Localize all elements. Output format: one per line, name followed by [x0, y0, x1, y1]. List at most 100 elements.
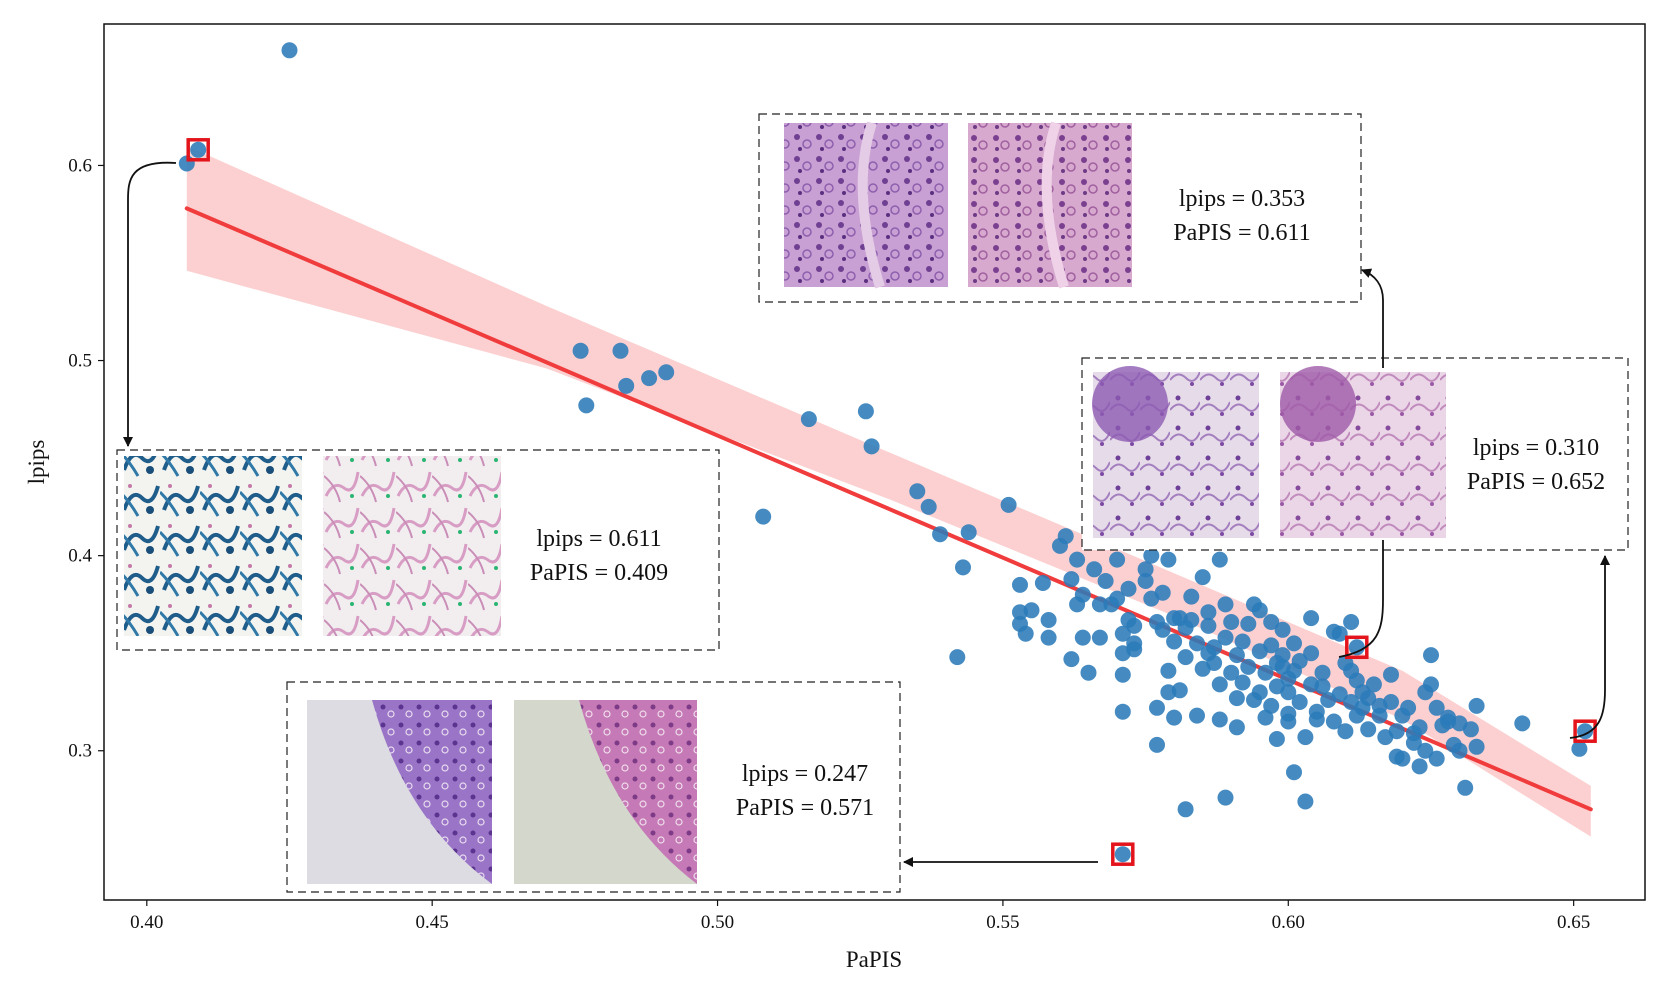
scatter-point — [1017, 625, 1034, 642]
annotation-d-papis-text: PaPIS = 0.571 — [736, 795, 874, 821]
scatter-point — [1126, 617, 1143, 634]
scatter-point — [1234, 674, 1251, 691]
scatter-point — [1451, 742, 1468, 759]
scatter-point — [1000, 496, 1017, 513]
axes: 0.40 0.45 0.50 0.55 0.60 0.65 0.3 0.4 0.5 0.6 — [68, 155, 1590, 933]
scatter-point — [1200, 604, 1217, 621]
arrow-to-annotation-b — [1361, 268, 1384, 368]
scatter-point — [1428, 750, 1445, 767]
scatter-point — [1331, 686, 1348, 703]
scatter-point — [1086, 561, 1103, 578]
highlighted-point-marker — [186, 138, 210, 162]
scatter-point — [1154, 621, 1171, 638]
arrow-to-annotation-a — [123, 161, 177, 447]
scatter-point — [1166, 633, 1183, 650]
scatter-point — [1383, 666, 1399, 683]
scatter-point — [1314, 664, 1331, 681]
y-tick-label: 0.6 — [68, 155, 92, 176]
scatter-point — [1034, 575, 1051, 591]
scatter-point — [1149, 699, 1165, 716]
scatter-point — [1080, 664, 1097, 681]
scatter-point — [1411, 719, 1428, 736]
scatter-point — [1388, 723, 1405, 740]
scatter-point — [618, 377, 635, 394]
scatter-point — [1365, 676, 1382, 693]
scatter-point — [1171, 682, 1188, 699]
scatter-point — [1114, 625, 1131, 642]
scatter-point — [1012, 576, 1028, 593]
annotation-b: lpips = 0.353 PaPIS = 0.611 — [758, 113, 1362, 303]
annotation-d-image-input-tissue — [372, 700, 492, 884]
annotation-a-image-input — [124, 456, 302, 636]
annotation-c-lpips-text: lpips = 0.310 — [1473, 435, 1599, 461]
scatter-point — [1217, 789, 1234, 806]
scatter-point — [572, 342, 589, 359]
scatter-point — [1160, 551, 1177, 568]
scatter-point — [1057, 528, 1074, 545]
scatter-point — [1211, 676, 1228, 693]
scatter-point — [1468, 697, 1485, 714]
scatter-point — [1183, 588, 1200, 605]
scatter-point — [1160, 662, 1177, 679]
scatter-point — [281, 42, 298, 59]
scatter-point — [1457, 779, 1474, 796]
scatter-point — [1268, 731, 1285, 747]
scatter-point — [190, 141, 207, 158]
scatter-points-layer — [178, 42, 1594, 863]
scatter-point — [1423, 647, 1439, 664]
x-tick-label: 0.45 — [416, 912, 449, 933]
scatter-point — [1149, 736, 1165, 753]
annotation-b-lpips-text: lpips = 0.353 — [1179, 186, 1305, 212]
confidence-band — [186, 145, 1591, 837]
annotation-c: lpips = 0.310 PaPIS = 0.652 — [1081, 357, 1629, 551]
confidence-band-layer — [186, 145, 1591, 837]
scatter-point — [1137, 561, 1154, 578]
scatter-point — [1360, 721, 1377, 738]
scatter-point — [1400, 699, 1417, 716]
scatter-point — [1303, 645, 1320, 662]
scatter-point — [1023, 602, 1040, 619]
scatter-point — [1263, 697, 1280, 714]
scatter-point — [909, 483, 926, 500]
scatter-point — [1468, 738, 1485, 755]
scatter-point — [1291, 694, 1308, 710]
scatter-point — [1308, 711, 1325, 728]
scatter-point — [641, 370, 658, 387]
scatter-point — [1303, 610, 1320, 627]
annotation-a: lpips = 0.611 PaPIS = 0.409 — [116, 449, 720, 651]
y-tick-label: 0.4 — [68, 546, 92, 567]
scatter-point — [1337, 723, 1354, 740]
scatter-point — [1423, 676, 1439, 693]
scatter-point — [1040, 612, 1057, 628]
scatter-point — [1177, 801, 1194, 818]
scatter-point — [1228, 690, 1245, 707]
scatter-point — [1314, 678, 1331, 695]
scatter-point — [1114, 703, 1131, 720]
scatter-point — [932, 526, 949, 543]
scatter-point — [1331, 625, 1348, 642]
annotation-a-lpips-text: lpips = 0.611 — [536, 526, 661, 552]
scatter-point — [1280, 684, 1297, 701]
x-axis-label: PaPIS — [846, 947, 902, 972]
scatter-point — [1257, 664, 1274, 681]
scatter-point — [1109, 590, 1126, 607]
x-tick-label: 0.40 — [130, 912, 163, 933]
scatter-point — [1263, 614, 1280, 630]
scatter-point — [1177, 649, 1194, 666]
annotation-c-image-output-structure — [1280, 366, 1356, 442]
scatter-point — [1514, 715, 1531, 732]
scatter-point — [578, 397, 595, 414]
annotation-b-image-output-structure — [1041, 121, 1069, 289]
scatter-point — [1166, 709, 1183, 726]
highlighted-point-marker — [1111, 842, 1135, 866]
scatter-point — [1325, 713, 1342, 730]
scatter-point — [1417, 742, 1434, 759]
scatter-point — [1211, 711, 1228, 728]
arrow-to-annotation-c — [1569, 555, 1610, 739]
scatter-point — [857, 403, 874, 420]
scatter-point — [1240, 615, 1257, 632]
scatter-point — [1137, 573, 1154, 589]
arrow-from-highlight-612 — [1338, 540, 1384, 658]
annotation-d-lpips-text: lpips = 0.247 — [742, 761, 868, 787]
